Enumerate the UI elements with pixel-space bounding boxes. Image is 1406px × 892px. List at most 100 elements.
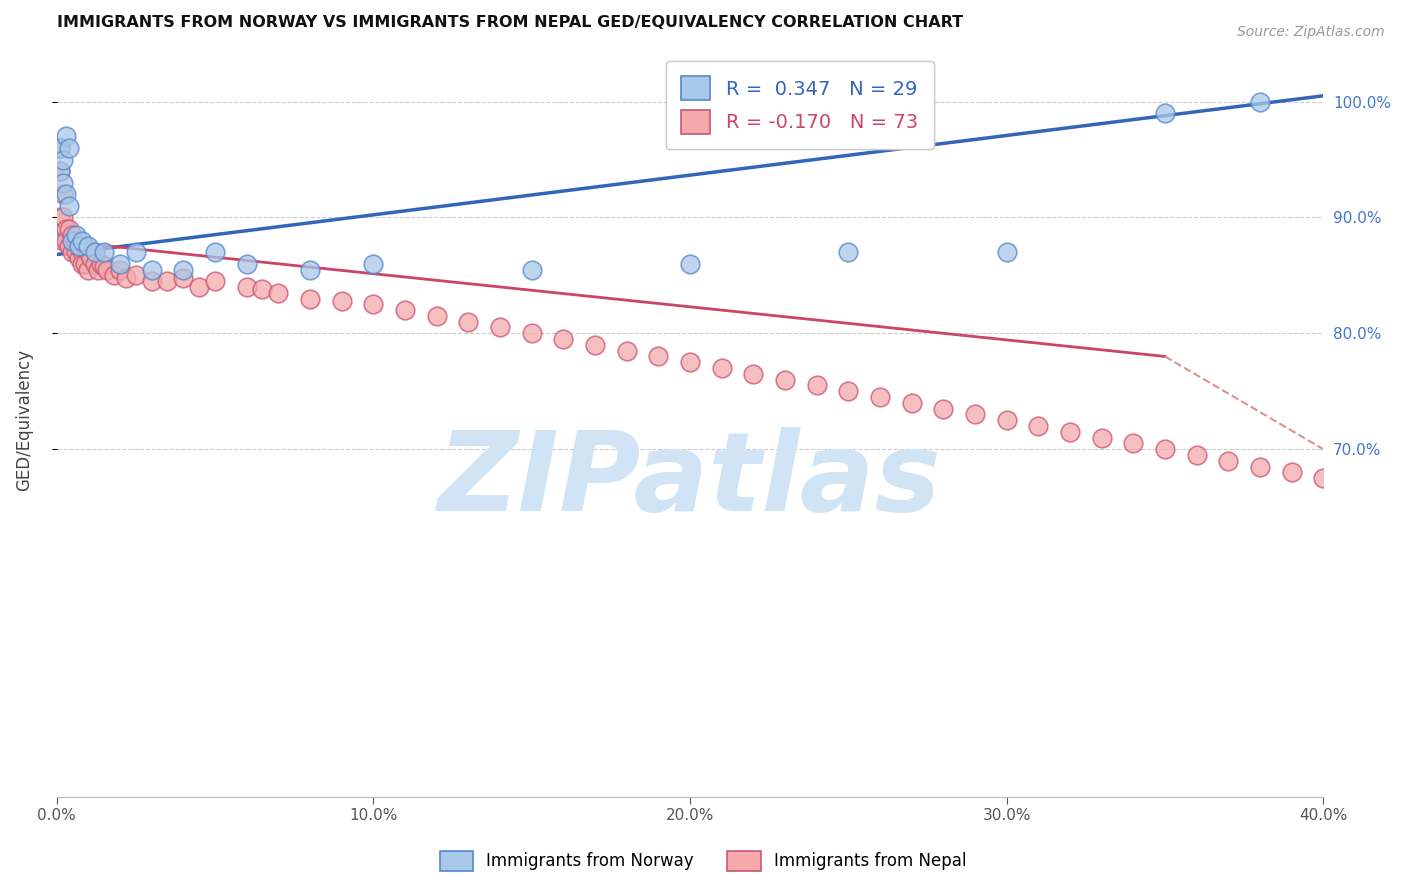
- Point: [125, 268, 148, 283]
- Point: [70, 234, 93, 248]
- Point: [49, 141, 72, 155]
- Point: [65, 245, 87, 260]
- Point: [1249, 95, 1271, 109]
- Point: [52, 211, 75, 225]
- Point: [62, 234, 84, 248]
- Point: [58, 222, 80, 236]
- Point: [679, 355, 702, 369]
- Point: [1281, 465, 1303, 479]
- Point: [837, 245, 859, 260]
- Point: [49, 141, 72, 155]
- Point: [583, 338, 606, 352]
- Point: [520, 262, 543, 277]
- Point: [75, 239, 97, 253]
- Point: [1249, 459, 1271, 474]
- Point: [298, 292, 321, 306]
- Point: [361, 297, 384, 311]
- Point: [188, 280, 211, 294]
- Point: [963, 408, 986, 422]
- Point: [869, 390, 891, 404]
- Point: [77, 262, 100, 277]
- Point: [49, 164, 72, 178]
- Point: [58, 199, 80, 213]
- Point: [1312, 471, 1334, 485]
- Point: [1154, 442, 1177, 457]
- Point: [837, 384, 859, 399]
- Point: [62, 227, 84, 242]
- Point: [49, 211, 72, 225]
- Point: [52, 187, 75, 202]
- Text: ZIPatlas: ZIPatlas: [439, 427, 942, 534]
- Point: [394, 303, 416, 318]
- Point: [156, 274, 179, 288]
- Point: [235, 257, 257, 271]
- Point: [58, 141, 80, 155]
- Point: [67, 251, 90, 265]
- Point: [52, 176, 75, 190]
- Point: [80, 251, 103, 265]
- Point: [67, 239, 90, 253]
- Point: [93, 259, 115, 273]
- Point: [52, 153, 75, 167]
- Text: IMMIGRANTS FROM NORWAY VS IMMIGRANTS FROM NEPAL GED/EQUIVALENCY CORRELATION CHAR: IMMIGRANTS FROM NORWAY VS IMMIGRANTS FRO…: [56, 15, 963, 30]
- Point: [70, 257, 93, 271]
- Point: [70, 245, 93, 260]
- Point: [742, 367, 765, 381]
- Point: [67, 239, 90, 253]
- Point: [204, 245, 226, 260]
- Point: [83, 245, 105, 260]
- Point: [125, 245, 148, 260]
- Point: [108, 257, 131, 271]
- Point: [710, 361, 733, 376]
- Point: [995, 245, 1018, 260]
- Point: [1059, 425, 1081, 439]
- Point: [172, 270, 194, 285]
- Point: [806, 378, 828, 392]
- Point: [77, 245, 100, 260]
- Point: [77, 239, 100, 253]
- Point: [1185, 448, 1208, 462]
- Point: [647, 350, 669, 364]
- Point: [900, 396, 922, 410]
- Point: [426, 309, 449, 323]
- Point: [141, 262, 163, 277]
- Point: [103, 268, 125, 283]
- Point: [65, 234, 87, 248]
- Point: [1154, 106, 1177, 120]
- Point: [995, 413, 1018, 427]
- Point: [457, 315, 479, 329]
- Point: [87, 262, 110, 277]
- Text: Source: ZipAtlas.com: Source: ZipAtlas.com: [1237, 25, 1385, 39]
- Point: [235, 280, 257, 294]
- Legend: R =  0.347   N = 29, R = -0.170   N = 73: R = 0.347 N = 29, R = -0.170 N = 73: [665, 61, 934, 149]
- Point: [489, 320, 512, 334]
- Point: [172, 262, 194, 277]
- Point: [55, 187, 77, 202]
- Point: [96, 262, 118, 277]
- Point: [1218, 453, 1240, 467]
- Point: [115, 270, 138, 285]
- Point: [520, 326, 543, 341]
- Point: [330, 293, 353, 308]
- Point: [773, 373, 796, 387]
- Point: [932, 401, 955, 416]
- Point: [204, 274, 226, 288]
- Point: [65, 227, 87, 242]
- Point: [108, 262, 131, 277]
- Point: [62, 245, 84, 260]
- Point: [361, 257, 384, 271]
- Point: [141, 274, 163, 288]
- Point: [679, 257, 702, 271]
- Point: [267, 285, 290, 300]
- Point: [252, 282, 274, 296]
- Point: [49, 164, 72, 178]
- Point: [83, 257, 105, 271]
- Point: [58, 239, 80, 253]
- Point: [1026, 419, 1049, 434]
- Point: [1122, 436, 1144, 450]
- Point: [52, 234, 75, 248]
- Point: [90, 257, 112, 271]
- Point: [55, 234, 77, 248]
- Point: [553, 332, 575, 346]
- Legend: Immigrants from Norway, Immigrants from Nepal: Immigrants from Norway, Immigrants from …: [432, 842, 974, 880]
